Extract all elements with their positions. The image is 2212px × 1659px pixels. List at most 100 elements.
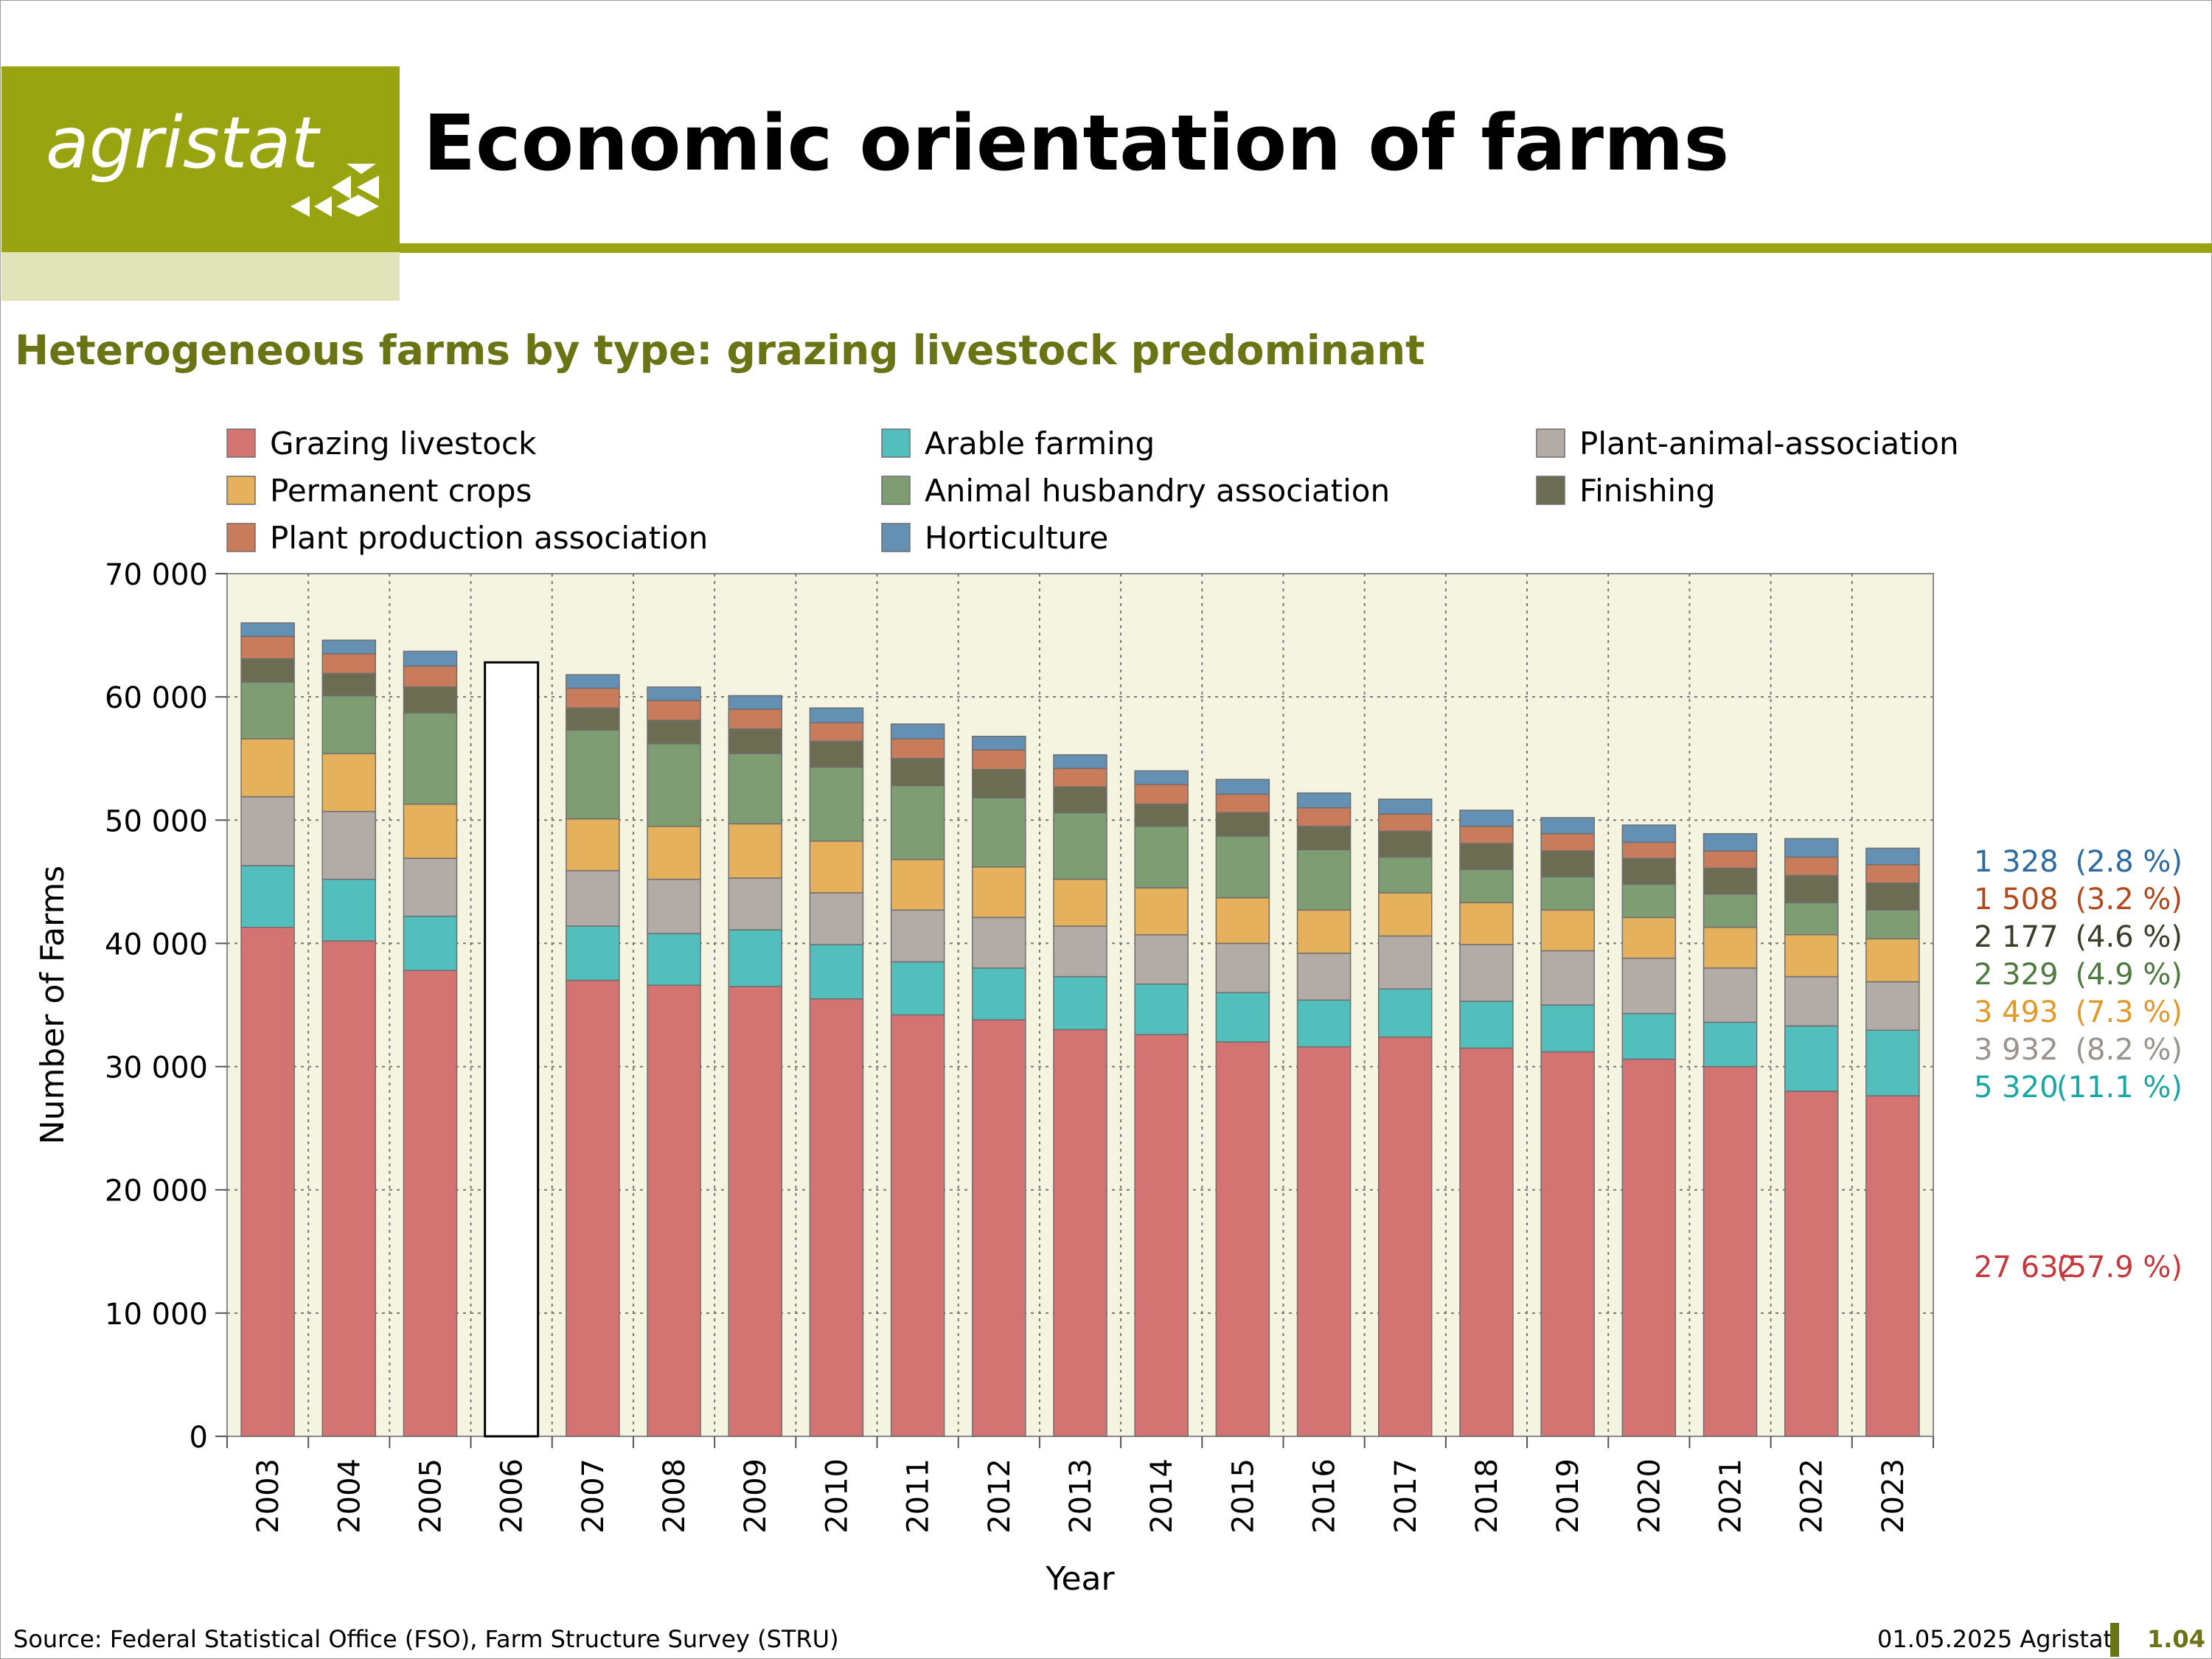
page-marker (2110, 1623, 2119, 1657)
bar-segment-2020-arable-farming (1621, 1012, 1677, 1060)
bar-segment-2014-plant-production-association (1134, 784, 1189, 805)
bar-segment-2003-grazing-livestock (240, 926, 295, 1437)
bar-segment-2021-permanent-crops (1703, 926, 1758, 969)
annotation-value: 3 932 (1974, 1033, 2059, 1067)
bar-segment-2007-horticulture (566, 674, 620, 689)
bar-segment-2007-permanent-crops (566, 818, 620, 872)
bar-segment-2019-plant-production-association (1540, 832, 1595, 852)
bar-segment-2014-arable-farming (1134, 983, 1189, 1035)
bar-segment-2008-arable-farming (647, 933, 701, 987)
bar-segment-2003-plant-production-association (240, 636, 295, 660)
bar-segment-2004-plant-animal-association (321, 810, 377, 880)
bar-segment-2014-plant-animal-association (1134, 933, 1189, 985)
bar-segment-2022-finishing (1784, 874, 1839, 904)
bar-segment-2017-arable-farming (1378, 988, 1433, 1038)
bar-segment-2003-horticulture (240, 622, 295, 637)
x-tick-label: 2018 (1470, 1458, 1504, 1534)
bar-segment-2020-finishing (1621, 858, 1677, 885)
bar-segment-2022-arable-farming (1784, 1025, 1839, 1092)
legend-swatch (226, 523, 256, 552)
bar-segment-2012-plant-production-association (972, 749, 1026, 771)
logo-shade (1, 252, 400, 301)
bar-segment-2005-permanent-crops (403, 803, 458, 859)
bar-segment-2009-plant-production-association (728, 709, 782, 730)
page-number: 1.04 (2147, 1625, 2205, 1653)
bar-segment-2010-horticulture (809, 707, 864, 723)
bar-segment-2016-plant-animal-association (1296, 953, 1352, 1001)
bar-segment-2023-arable-farming (1865, 1029, 1920, 1096)
annotation-percent: (11.1 %) (2056, 1071, 2183, 1105)
bar-segment-2009-animal-husbandry-association (728, 753, 782, 825)
legend-label: Horticulture (925, 520, 1108, 556)
bar-segment-2017-finishing (1378, 830, 1433, 858)
legend-label: Arable farming (925, 425, 1155, 462)
bar-segment-2011-arable-farming (890, 961, 945, 1016)
bar-segment-2008-grazing-livestock (647, 984, 701, 1437)
bar-segment-2009-grazing-livestock (728, 986, 782, 1437)
bar-segment-2010-permanent-crops (809, 840, 864, 894)
legend-swatch (881, 523, 911, 552)
bar-segment-2009-arable-farming (728, 929, 782, 987)
bar-segment-2021-finishing (1703, 867, 1758, 895)
bar-segment-2013-plant-animal-association (1053, 925, 1107, 978)
y-tick-label: 30 000 (105, 1051, 208, 1085)
bar-segment-2019-permanent-crops (1540, 909, 1595, 952)
bar-segment-2015-animal-husbandry-association (1215, 835, 1270, 899)
bar-segment-2010-grazing-livestock (809, 998, 864, 1437)
bar-segment-2015-horticulture (1215, 779, 1270, 795)
x-tick-label: 2021 (1714, 1458, 1748, 1534)
bar-segment-2007-arable-farming (566, 925, 620, 981)
legend-label: Plant-animal-association (1579, 425, 1959, 462)
x-tick-label: 2011 (902, 1458, 936, 1534)
bar-segment-2014-grazing-livestock (1134, 1034, 1189, 1437)
bar-segment-2015-plant-animal-association (1215, 942, 1270, 994)
x-tick-label: 2007 (577, 1458, 611, 1534)
bar-segment-2023-permanent-crops (1865, 938, 1920, 983)
bar-segment-2005-animal-husbandry-association (403, 712, 458, 805)
bar-segment-2010-animal-husbandry-association (809, 766, 864, 842)
bar-segment-2009-finishing (728, 728, 782, 754)
bar-segment-2004-finishing (321, 672, 377, 697)
bar-segment-2019-arable-farming (1540, 1004, 1595, 1053)
bar-segment-2018-animal-husbandry-association (1459, 869, 1514, 904)
annotation-value: 2 329 (1974, 958, 2059, 992)
bar-segment-2022-animal-husbandry-association (1784, 902, 1839, 936)
bar-segment-2014-finishing (1134, 803, 1189, 827)
bar-segment-2015-arable-farming (1215, 992, 1270, 1043)
bar-segment-2011-plant-animal-association (890, 909, 945, 963)
bar-segment-2003-animal-husbandry-association (240, 681, 295, 740)
chart-subtitle: Heterogeneous farms by type: grazing liv… (15, 327, 1425, 374)
bar-segment-2008-plant-animal-association (647, 878, 701, 934)
bar-segment-2012-permanent-crops (972, 866, 1026, 919)
bar-segment-2008-permanent-crops (647, 825, 701, 880)
bar-segment-2011-finishing (890, 757, 945, 787)
bar-segment-2014-animal-husbandry-association (1134, 825, 1189, 888)
legend-swatch (226, 476, 256, 505)
bar-segment-2008-horticulture (647, 686, 701, 701)
bar-segment-2004-arable-farming (321, 878, 377, 942)
y-tick-label: 10 000 (105, 1298, 208, 1332)
bar-segment-2022-permanent-crops (1784, 933, 1839, 978)
footer-date: 01.05.2025 Agristat (1877, 1625, 2113, 1653)
bar-segment-2017-plant-production-association (1378, 813, 1433, 832)
bar-segment-2023-grazing-livestock (1865, 1095, 1920, 1437)
bar-segment-2013-animal-husbandry-association (1053, 812, 1107, 880)
bar-segment-2021-animal-husbandry-association (1703, 893, 1758, 928)
x-tick-label: 2012 (983, 1458, 1017, 1534)
x-tick-label: 2016 (1308, 1458, 1342, 1534)
y-axis-title: Number of Farms (34, 866, 72, 1144)
bar-segment-2012-arable-farming (972, 967, 1026, 1020)
bar-segment-2016-horticulture (1296, 792, 1352, 809)
x-tick-label: 2005 (414, 1458, 448, 1534)
bar-segment-2005-grazing-livestock (403, 970, 458, 1437)
bar-segment-2019-animal-husbandry-association (1540, 876, 1595, 911)
x-tick-label: 2006 (495, 1458, 529, 1534)
bar-segment-2005-arable-farming (403, 915, 458, 971)
bar-segment-2018-plant-animal-association (1459, 944, 1514, 1002)
bar-segment-2022-grazing-livestock (1784, 1091, 1839, 1437)
x-tick-label: 2023 (1877, 1458, 1910, 1534)
bar-segment-2013-horticulture (1053, 754, 1107, 769)
bar-segment-2011-horticulture (890, 723, 945, 740)
annotation-percent: (3.2 %) (2075, 883, 2183, 917)
bar-segment-2022-plant-animal-association (1784, 975, 1839, 1027)
